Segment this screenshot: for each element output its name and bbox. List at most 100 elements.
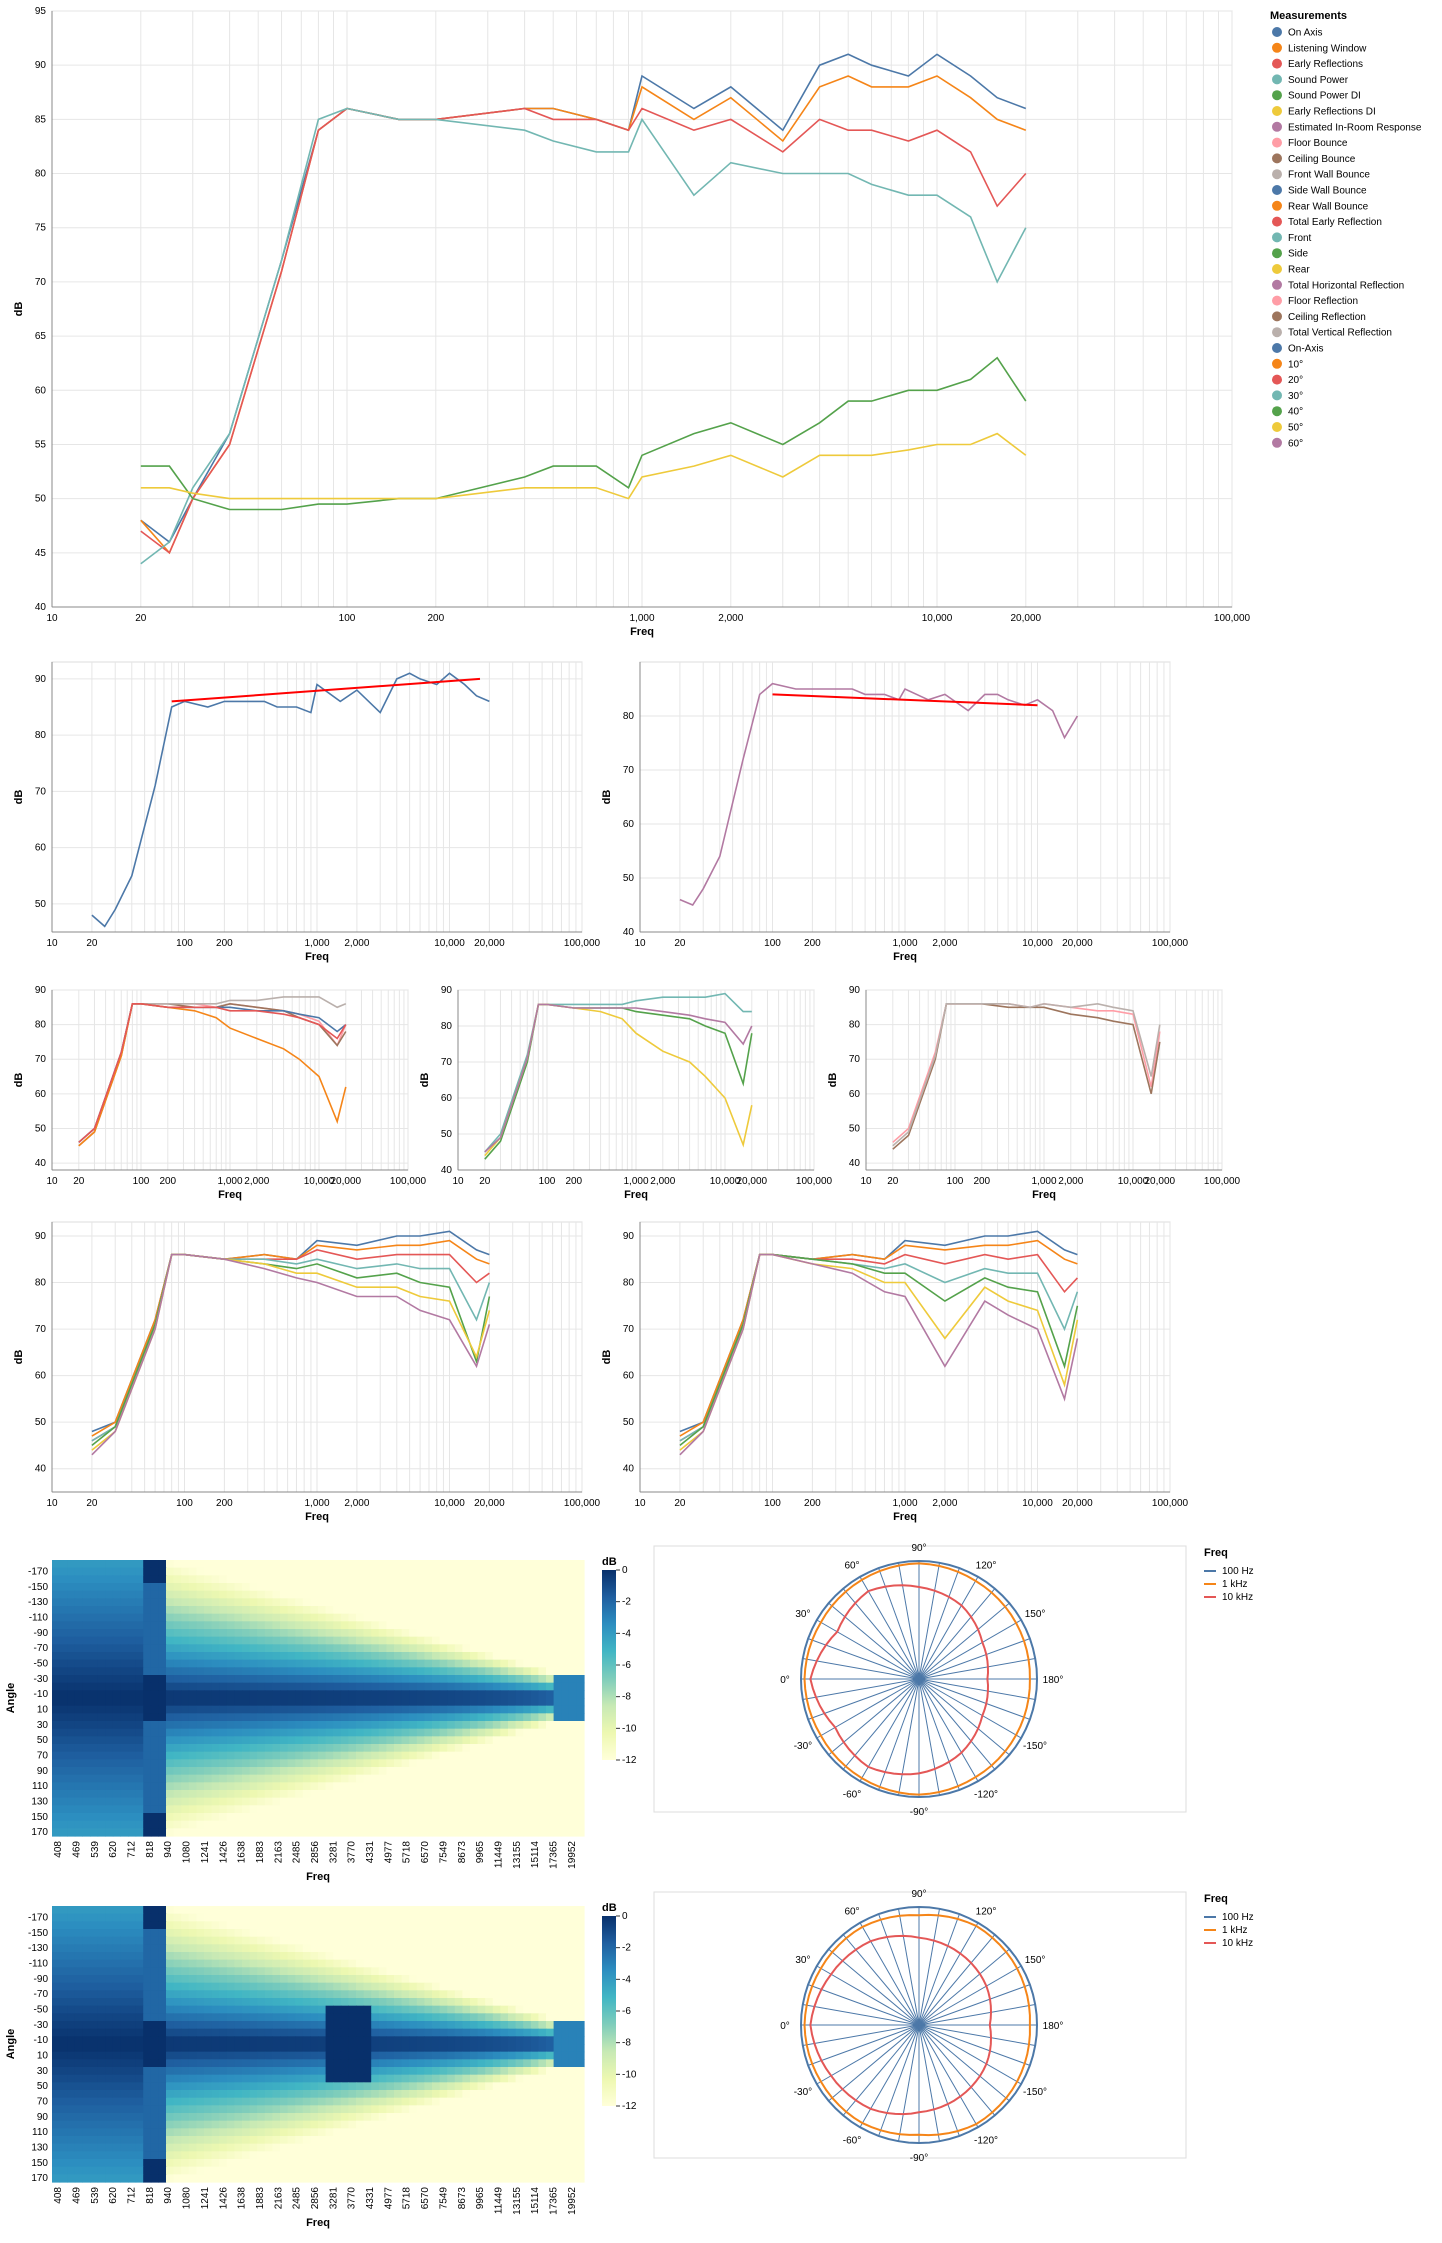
heat-cell bbox=[60, 1944, 68, 1952]
heat-cell bbox=[288, 1929, 296, 1937]
heat-cell bbox=[120, 1621, 128, 1629]
heat-cell bbox=[158, 1752, 166, 1760]
heat-cell bbox=[90, 2036, 98, 2044]
heat-cell bbox=[105, 1713, 113, 1721]
heat-cell bbox=[242, 1575, 250, 1583]
heat-cell bbox=[166, 1667, 174, 1675]
heat-cell bbox=[181, 1729, 189, 1737]
heat-cell bbox=[227, 1744, 235, 1752]
heat-cell bbox=[90, 1998, 98, 2006]
heat-cell bbox=[447, 1683, 455, 1691]
heat-cell bbox=[250, 1906, 258, 1914]
heat-cell bbox=[371, 1644, 379, 1652]
heat-cell bbox=[500, 1821, 508, 1829]
heat-cell bbox=[242, 1960, 250, 1968]
heat-cell bbox=[288, 2082, 296, 2090]
heat-cell bbox=[90, 2006, 98, 2014]
heat-cell bbox=[356, 2082, 364, 2090]
heat-cell bbox=[242, 1614, 250, 1622]
heat-cell bbox=[189, 1744, 197, 1752]
heat-cell bbox=[181, 2098, 189, 2106]
heat-cell bbox=[219, 1568, 227, 1576]
heat-cell bbox=[212, 1606, 220, 1614]
heat-cell bbox=[364, 2013, 372, 2021]
heat-cell bbox=[120, 1813, 128, 1821]
heat-cell bbox=[318, 1952, 326, 1960]
heat-cell bbox=[561, 1975, 569, 1983]
heat-cell bbox=[424, 1568, 432, 1576]
heat-cell bbox=[196, 1644, 204, 1652]
heat-cell bbox=[348, 1629, 356, 1637]
heat-cell bbox=[250, 1575, 258, 1583]
heat-cell bbox=[60, 1660, 68, 1668]
heat-cell bbox=[538, 2013, 546, 2021]
heat-cell bbox=[478, 1713, 486, 1721]
heat-cell bbox=[576, 1698, 584, 1706]
heat-cell bbox=[432, 1767, 440, 1775]
heat-cell bbox=[386, 1591, 394, 1599]
heat-cell bbox=[538, 1983, 546, 1991]
heat-cell bbox=[386, 2052, 394, 2060]
heat-cell bbox=[174, 1990, 182, 1998]
heat-cell bbox=[196, 1921, 204, 1929]
heat-cell bbox=[348, 1929, 356, 1937]
heat-cell bbox=[493, 1675, 501, 1683]
heat-cell bbox=[128, 2090, 136, 2098]
heat-cell bbox=[432, 1805, 440, 1813]
heat-cell bbox=[508, 1729, 516, 1737]
heat-cell bbox=[379, 1929, 387, 1937]
heat-cell bbox=[272, 1575, 280, 1583]
heat-cell bbox=[371, 1598, 379, 1606]
heat-cell bbox=[462, 1667, 470, 1675]
heat-cell bbox=[500, 1713, 508, 1721]
heat-cell bbox=[470, 1828, 478, 1836]
heat-cell bbox=[136, 1805, 144, 1813]
heat-cell bbox=[516, 1921, 524, 1929]
heat-cell bbox=[516, 1914, 524, 1922]
x-axis-title: Freq bbox=[305, 1511, 329, 1523]
heat-cell bbox=[394, 1929, 402, 1937]
heat-cell bbox=[250, 2044, 258, 2052]
heat-cell bbox=[485, 1729, 493, 1737]
heat-cell bbox=[379, 1614, 387, 1622]
heat-cell bbox=[478, 1944, 486, 1952]
heat-cell bbox=[143, 1629, 151, 1637]
heat-cell bbox=[113, 1767, 121, 1775]
heat-cell bbox=[280, 1821, 288, 1829]
heat-cell bbox=[242, 1667, 250, 1675]
heat-cell bbox=[98, 1614, 106, 1622]
heat-cell bbox=[576, 1998, 584, 2006]
heat-cell bbox=[409, 1667, 417, 1675]
heat-cell bbox=[98, 2021, 106, 2029]
heat-cell bbox=[303, 1752, 311, 1760]
heat-cell bbox=[485, 1828, 493, 1836]
heat-cell bbox=[113, 2098, 121, 2106]
heat-cell bbox=[295, 2082, 303, 2090]
heat-cell bbox=[508, 2067, 516, 2075]
heat-cell bbox=[204, 1952, 212, 1960]
heat-cell bbox=[250, 1667, 258, 1675]
heat-cell bbox=[523, 1644, 531, 1652]
heat-cell bbox=[356, 1828, 364, 1836]
legend-label: 40° bbox=[1288, 407, 1303, 418]
heat-cell bbox=[546, 1983, 554, 1991]
heat-cell bbox=[82, 1637, 90, 1645]
heat-cell bbox=[424, 1667, 432, 1675]
heat-cell bbox=[288, 1706, 296, 1714]
heat-cell bbox=[379, 1813, 387, 1821]
heat-cell bbox=[356, 1575, 364, 1583]
heat-cell bbox=[60, 2052, 68, 2060]
heat-cell bbox=[379, 1967, 387, 1975]
heat-cell bbox=[310, 1798, 318, 1806]
heat-cell bbox=[303, 1929, 311, 1937]
heat-cell bbox=[402, 1759, 410, 1767]
heat-cell bbox=[326, 1906, 334, 1914]
heat-cell bbox=[538, 2059, 546, 2067]
heat-cell bbox=[455, 1790, 463, 1798]
heat-cell bbox=[158, 1921, 166, 1929]
heat-cell bbox=[189, 2067, 197, 2075]
heat-cell bbox=[75, 1675, 83, 1683]
heat-cell bbox=[538, 1606, 546, 1614]
heat-cell bbox=[409, 1767, 417, 1775]
heat-cell bbox=[189, 1752, 197, 1760]
